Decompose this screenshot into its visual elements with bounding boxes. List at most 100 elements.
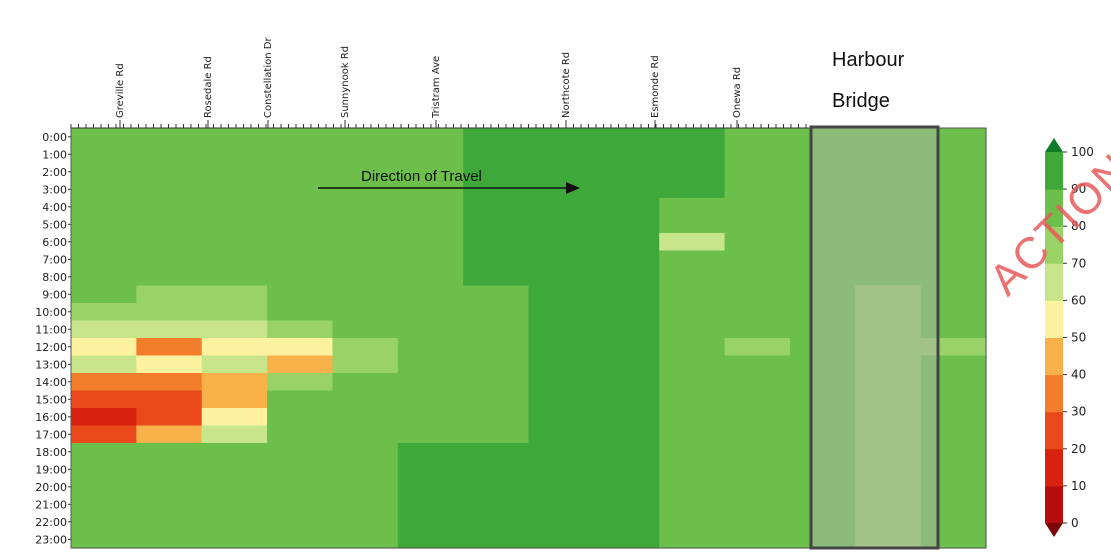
heatmap-cell	[136, 425, 203, 444]
colorbar-segment	[1045, 189, 1063, 227]
heatmap-cell	[659, 285, 726, 304]
y-tick-label: 5:00	[42, 218, 67, 231]
heatmap-cell	[659, 495, 726, 514]
colorbar-segment	[1045, 226, 1063, 264]
heatmap-cell	[201, 390, 268, 409]
colorbar-segment	[1045, 263, 1063, 301]
heatmap-cell	[659, 513, 726, 532]
heatmap-cell	[463, 408, 530, 427]
heatmap-cell	[593, 285, 660, 304]
heatmap-cell	[593, 163, 660, 182]
heatmap-cell	[659, 180, 726, 199]
heatmap-cell	[332, 478, 399, 497]
heatmap-cell	[528, 513, 595, 532]
colorbar-tick-label: 40	[1071, 368, 1086, 382]
heatmap-cell	[463, 530, 530, 549]
heatmap-cell	[201, 268, 268, 287]
heatmap-cell	[267, 373, 334, 392]
heatmap-cell	[528, 198, 595, 217]
heatmap-cell	[136, 478, 203, 497]
colorbar-tick-label: 100	[1071, 145, 1094, 159]
heatmap-cell	[397, 180, 464, 199]
heatmap-cell	[201, 513, 268, 532]
heatmap-cell	[136, 128, 203, 147]
colorbar-segment	[1045, 152, 1063, 190]
colorbar-segment	[1045, 337, 1063, 376]
heatmap-cell	[136, 408, 203, 427]
heatmap-cell	[201, 215, 268, 234]
colorbar-tick-label: 50	[1071, 331, 1086, 345]
heatmap-cell	[528, 268, 595, 287]
x-tick-label: Tristram Ave	[431, 56, 442, 119]
x-tick-label: Onewa Rd	[732, 67, 743, 118]
heatmap-cell	[136, 163, 203, 182]
heatmap-cell	[136, 355, 203, 374]
heatmap-cell	[659, 198, 726, 217]
colorbar-tick-label: 80	[1071, 219, 1086, 233]
heatmap-cell	[724, 163, 791, 182]
x-tick-label: Greville Rd	[115, 63, 126, 118]
heatmap-cell	[659, 530, 726, 549]
heatmap-cell	[71, 443, 137, 462]
heatmap-cell	[332, 443, 399, 462]
x-axis: Greville Rd Rosedale Rd Constellation Dr Su…	[70, 37, 808, 129]
heatmap-cell	[528, 285, 595, 304]
heatmap-cell	[332, 233, 399, 252]
heatmap-cell	[332, 425, 399, 444]
y-tick-label: 7:00	[42, 253, 67, 266]
heatmap-cell	[463, 373, 530, 392]
heatmap-cell	[332, 373, 399, 392]
heatmap-cell	[201, 443, 268, 462]
heatmap-cell	[724, 460, 791, 479]
y-tick-label: 23:00	[35, 533, 67, 546]
heatmap-cell	[528, 145, 595, 164]
y-tick-label: 20:00	[35, 481, 67, 494]
heatmap-cell	[463, 163, 530, 182]
heatmap-cell	[463, 233, 530, 252]
heatmap-cell	[528, 250, 595, 269]
heatmap-cell	[267, 145, 334, 164]
y-tick-label: 17:00	[35, 428, 67, 441]
y-axis: 0:00 1:00 2:00 3:00 4:00 5:00 6:00 7:00 8:00 9:00…	[35, 131, 71, 546]
heatmap-cell	[659, 233, 726, 252]
heatmap-cell	[332, 163, 399, 182]
heatmap-cell	[71, 233, 137, 252]
heatmap-cell	[397, 355, 464, 374]
heatmap-cell	[71, 478, 137, 497]
heatmap-cell	[136, 495, 203, 514]
heatmap-cell	[463, 250, 530, 269]
heatmap-cell	[528, 478, 595, 497]
heatmap-cell	[397, 233, 464, 252]
heatmap-cell	[593, 460, 660, 479]
heatmap-cell	[397, 425, 464, 444]
y-tick-label: 19:00	[35, 463, 67, 476]
heatmap-cell	[463, 460, 530, 479]
heatmap-cell	[397, 338, 464, 357]
heatmap-cell	[201, 460, 268, 479]
heatmap-cell	[397, 478, 464, 497]
heatmap-cell	[463, 338, 530, 357]
heatmap-cell	[659, 478, 726, 497]
heatmap-cell	[724, 530, 791, 549]
colorbar-tick-label: 70	[1071, 256, 1086, 270]
heatmap-cell	[528, 495, 595, 514]
heatmap-cell	[332, 355, 399, 374]
heatmap-cell	[397, 530, 464, 549]
heatmap-cell	[71, 495, 137, 514]
heatmap-cell	[71, 460, 137, 479]
heatmap-cell	[201, 408, 268, 427]
heatmap-cell	[136, 268, 203, 287]
heatmap-cell	[397, 303, 464, 322]
heatmap-cell	[332, 338, 399, 357]
heatmap-cell	[136, 180, 203, 199]
heatmap-cell	[201, 233, 268, 252]
heatmap-cell	[397, 495, 464, 514]
heatmap-cell	[267, 320, 334, 339]
x-tick-label: Esmonde Rd	[650, 55, 661, 118]
heatmap-cell	[71, 390, 137, 409]
heatmap-cell	[201, 145, 268, 164]
heatmap-cell	[397, 285, 464, 304]
heatmap-cell	[201, 250, 268, 269]
heatmap-cell	[332, 513, 399, 532]
heatmap-cell	[659, 390, 726, 409]
